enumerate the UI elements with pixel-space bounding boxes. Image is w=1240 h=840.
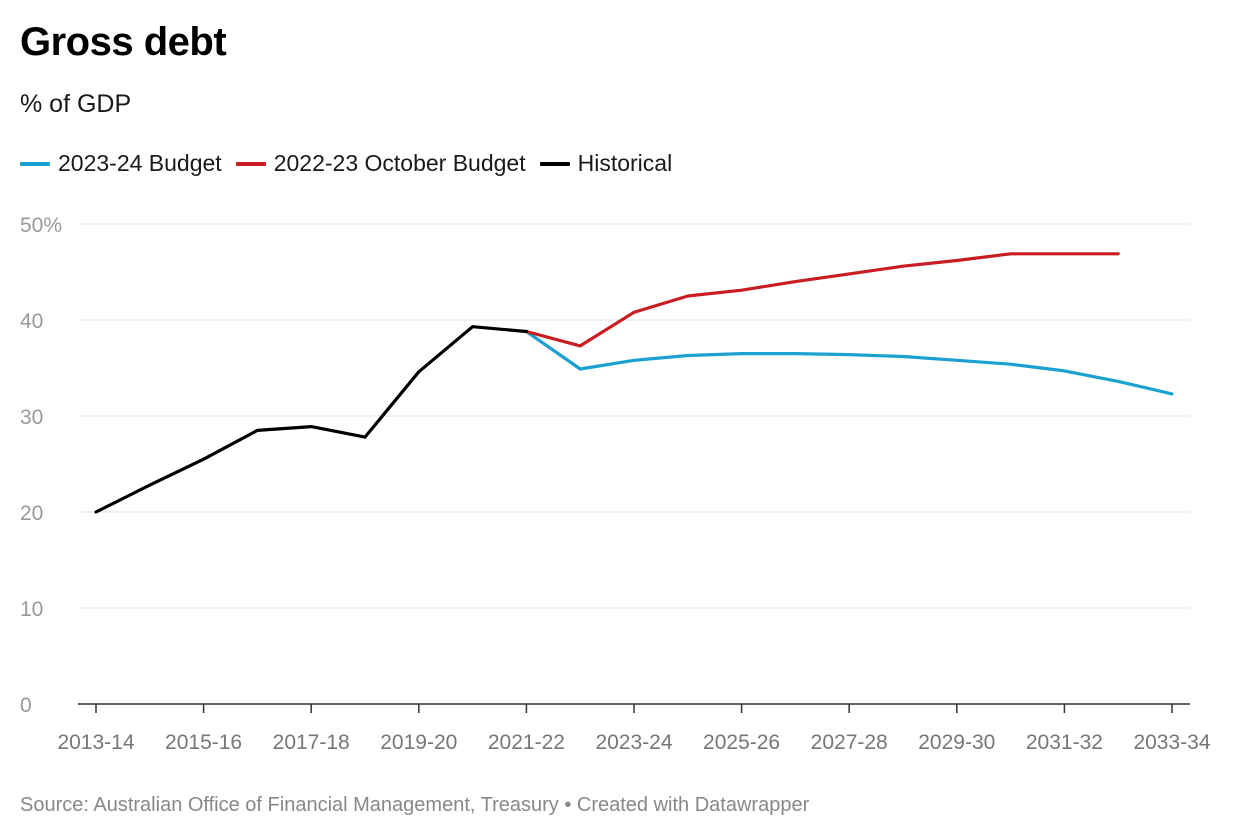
x-tick-label: 2013-14 [57, 731, 134, 754]
y-tick-label: 30 [20, 406, 43, 429]
series-line-2023-24-budget [524, 329, 1174, 396]
series-line-historical [94, 325, 528, 514]
legend-label: 2022-23 October Budget [273, 150, 526, 176]
y-axis-ticks: 0 10 20 30 40 50% [20, 214, 62, 717]
series-line-2022-23-october-budget [524, 252, 1120, 348]
x-tick-label: 2031-32 [1026, 731, 1103, 754]
y-tick-label: 10 [20, 598, 43, 621]
legend-item-2023-24-budget: 2023-24 Budget [20, 150, 222, 177]
x-tick-label: 2015-16 [165, 731, 242, 754]
x-tick-label: 2025-26 [703, 731, 780, 754]
y-tick-label: 50% [20, 214, 62, 237]
legend-item-historical: Historical [539, 150, 673, 177]
chart-subtitle: % of GDP [20, 90, 132, 118]
legend-swatch [539, 161, 570, 166]
y-tick-label: 40 [20, 310, 43, 333]
legend-label: 2023-24 Budget [58, 150, 222, 176]
x-tick-label: 2033-34 [1133, 731, 1210, 754]
x-tick-label: 2027-28 [811, 731, 888, 754]
line-chart: 0 10 20 30 40 50% 2013-14 2015-16 2017-18 2019-2… [20, 214, 1211, 754]
y-tick-label: 0 [20, 694, 32, 717]
x-tick-label: 2017-18 [273, 731, 350, 754]
x-tick-label: 2021-22 [488, 731, 565, 754]
x-tick-label: 2023-24 [595, 731, 672, 754]
series-lines [94, 252, 1174, 514]
x-tick-label: 2029-30 [918, 731, 995, 754]
legend-swatch [235, 161, 266, 166]
chart-title: Gross debt [20, 20, 227, 64]
legend: 2023-24 Budget 2022-23 October Budget Hi… [20, 150, 686, 177]
legend-swatch [20, 161, 50, 166]
gridlines [78, 223, 1190, 609]
x-tick-label: 2019-20 [380, 731, 457, 754]
source-note: Source: Australian Office of Financial M… [20, 794, 810, 816]
x-axis: 2013-14 2015-16 2017-18 2019-20 2021-22 2023-… [57, 703, 1211, 754]
y-tick-label: 20 [20, 502, 43, 525]
legend-item-2022-23-october-budget: 2022-23 October Budget [235, 150, 526, 177]
legend-label: Historical [577, 150, 673, 176]
